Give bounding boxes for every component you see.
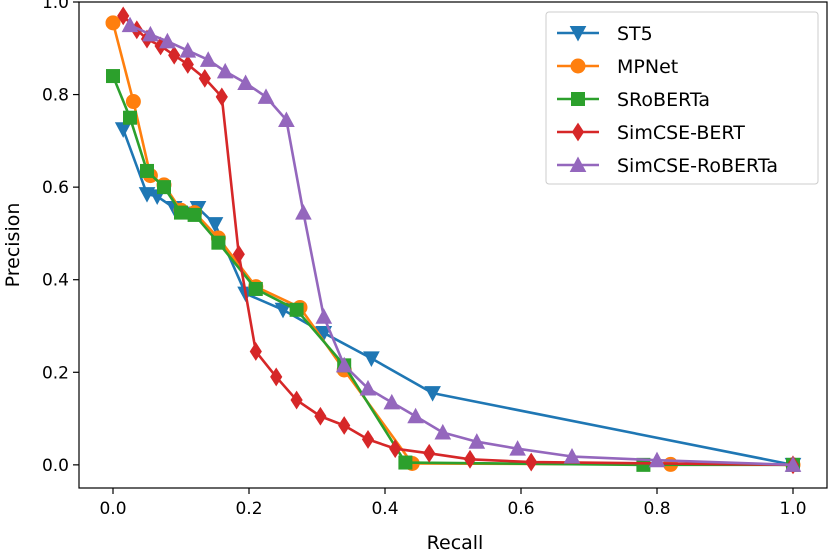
data-point-simcse-roberta [335,356,353,373]
legend-label-sroberta: SRoBERTa [617,89,710,111]
legend-marker-simcse-bert [571,122,585,142]
data-point-st5 [315,325,333,342]
data-point-mpnet [105,15,121,31]
data-point-simcse-bert [198,68,211,88]
data-point-simcse-roberta [359,379,377,396]
legend-marker-st5 [569,26,587,42]
data-point-simcse-bert [389,439,402,459]
legend-label-simcse-bert: SimCSE-BERT [617,122,745,144]
data-point-sroberta [123,110,137,125]
data-point-simcse-roberta [383,393,401,410]
data-point-sroberta [211,235,226,250]
data-point-simcse-roberta [295,204,312,220]
data-point-st5 [206,217,224,233]
data-point-st5 [363,351,380,367]
y-tick-label: 0.8 [42,86,69,106]
x-tick-label: 0.8 [643,499,670,519]
data-point-simcse-bert [463,449,477,469]
data-point-simcse-bert [270,367,283,387]
y-tick-label: 1.0 [42,0,69,13]
data-point-simcse-bert [338,416,351,435]
data-point-sroberta [248,281,263,296]
data-point-simcse-roberta [509,440,526,456]
data-point-sroberta [289,302,304,317]
legend-label-simcse-roberta: SimCSE-RoBERTa [617,155,778,177]
y-tick-label: 0.6 [42,178,69,198]
legend-marker-mpnet [570,58,586,74]
data-point-simcse-roberta [648,451,666,468]
data-point-simcse-roberta [468,433,486,449]
data-point-simcse-bert [290,390,303,410]
x-tick-label: 1.0 [779,499,806,519]
data-point-simcse-roberta [216,62,234,79]
data-point-simcse-roberta [407,407,424,424]
data-point-mpnet [125,94,141,110]
series-layer [105,6,802,475]
data-point-simcse-roberta [142,25,159,42]
data-point-simcse-roberta [237,74,254,90]
data-point-simcse-bert [249,342,262,361]
data-point-simcse-bert [361,429,375,449]
y-tick-label: 0.4 [42,271,69,291]
data-point-simcse-bert [215,87,228,107]
x-tick-label: 0.4 [371,499,398,519]
legend-marker-simcse-roberta [569,156,587,172]
legend: ST5 MPNet SRoBERTa SimCSE-BERT SimCSE-RoBERT… [545,11,819,185]
legend-label-mpnet: MPNet [617,56,678,78]
data-point-simcse-bert [423,443,436,463]
data-point-simcse-roberta [784,456,802,472]
data-point-simcse-bert [117,6,130,26]
data-point-simcse-roberta [278,111,295,128]
data-point-sroberta [157,180,171,195]
data-point-st5 [424,386,441,402]
data-point-sroberta [140,163,154,178]
x-tick-label: 0.2 [235,499,262,519]
x-axis: 0.0 0.2 0.4 0.6 0.8 1.0 [99,488,807,519]
data-point-simcse-bert [314,406,327,426]
x-tick-label: 0.6 [507,499,534,519]
x-axis-label: Recall [427,532,484,552]
y-axis-label: Precision [2,203,24,288]
legend-marker-sroberta [571,92,585,106]
legend-label-st5: ST5 [617,23,653,45]
y-axis: 0.0 0.2 0.4 0.6 0.8 1.0 [42,0,79,476]
data-point-simcse-bert [181,55,194,74]
x-tick-label: 0.0 [99,499,126,519]
data-point-simcse-bert [232,244,245,264]
data-point-simcse-roberta [199,51,217,67]
data-point-sroberta [398,455,413,470]
legend-box [545,11,819,185]
data-point-simcse-roberta [179,42,197,58]
data-point-simcse-roberta [434,423,452,440]
data-point-sroberta [187,207,202,222]
data-point-simcse-roberta [159,32,176,49]
data-point-simcse-bert [168,45,181,65]
y-tick-label: 0.2 [42,363,69,383]
data-point-simcse-roberta [257,88,275,104]
data-point-sroberta [106,69,120,84]
data-point-sroberta [174,205,188,220]
data-point-simcse-bert [525,452,538,472]
series-simcse-roberta [121,16,802,472]
data-point-simcse-roberta [315,308,333,324]
data-point-simcse-roberta [563,447,581,464]
y-tick-label: 0.0 [42,456,69,476]
data-point-simcse-roberta [121,16,139,33]
